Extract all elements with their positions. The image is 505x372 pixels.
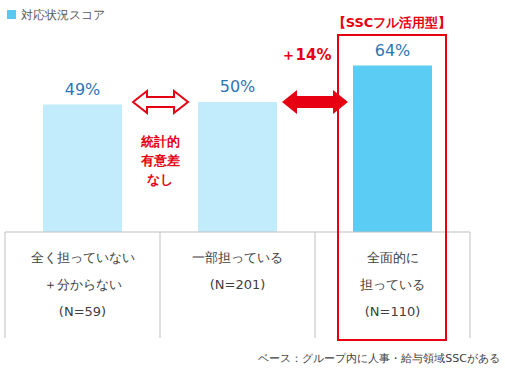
svg-text:64%: 64% (375, 41, 411, 60)
svg-text:ベース：グループ内に人事・給与領域SSCがある: ベース：グループ内に人事・給与領域SSCがある (258, 352, 497, 365)
svg-text:担っている: 担っている (360, 277, 425, 292)
svg-text:統計的: 統計的 (140, 134, 180, 149)
svg-text:＋分からない: ＋分からない (44, 277, 122, 292)
svg-text:＋14%: ＋14% (281, 46, 332, 64)
svg-text:全く担っていない: 全く担っていない (31, 250, 135, 265)
svg-text:全面的に: 全面的に (367, 250, 419, 265)
svg-text:(N=59): (N=59) (59, 304, 106, 319)
svg-text:なし: なし (147, 172, 173, 187)
svg-text:【SSCフル活用型】: 【SSCフル活用型】 (333, 15, 452, 30)
svg-text:50%: 50% (220, 77, 256, 96)
svg-text:49%: 49% (65, 80, 101, 99)
svg-text:(N=201): (N=201) (210, 277, 266, 292)
svg-text:一部担っている: 一部担っている (192, 250, 283, 265)
svg-text:有意差: 有意差 (140, 153, 180, 168)
svg-text:(N=110): (N=110) (365, 304, 421, 319)
svg-text:対応状況スコア: 対応状況スコア (21, 8, 105, 22)
